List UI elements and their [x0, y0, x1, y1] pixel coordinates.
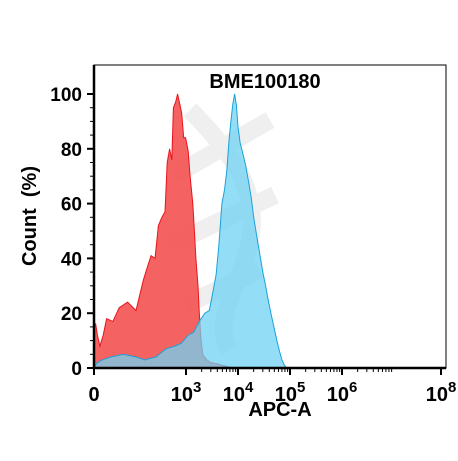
x-tick-label: 104: [223, 379, 254, 406]
y-axis-title: Count (%): [19, 166, 41, 266]
x-axis-ticks: 0 103 104 105 106 108: [88, 368, 456, 406]
histogram-series-2: [93, 93, 288, 369]
y-tick-label: 0: [71, 359, 82, 380]
x-tick-label: 108: [426, 379, 457, 406]
y-tick-label: 80: [61, 140, 82, 161]
x-tick-label: 105: [275, 379, 306, 406]
y-tick-label: 60: [61, 195, 82, 216]
x-tick-label: 0: [88, 384, 99, 406]
y-tick-label: 40: [61, 249, 82, 270]
y-tick-label: 100: [50, 85, 82, 106]
x-axis-title: APC-A: [248, 399, 311, 421]
x-tick-label: 106: [327, 379, 358, 406]
y-tick-label: 20: [61, 304, 82, 325]
chart-title: BME100180: [209, 71, 320, 93]
plot-area: [93, 93, 288, 369]
x-tick-label: 103: [171, 379, 202, 406]
y-axis-ticks: 0 20 40 60 80 100: [50, 85, 94, 380]
